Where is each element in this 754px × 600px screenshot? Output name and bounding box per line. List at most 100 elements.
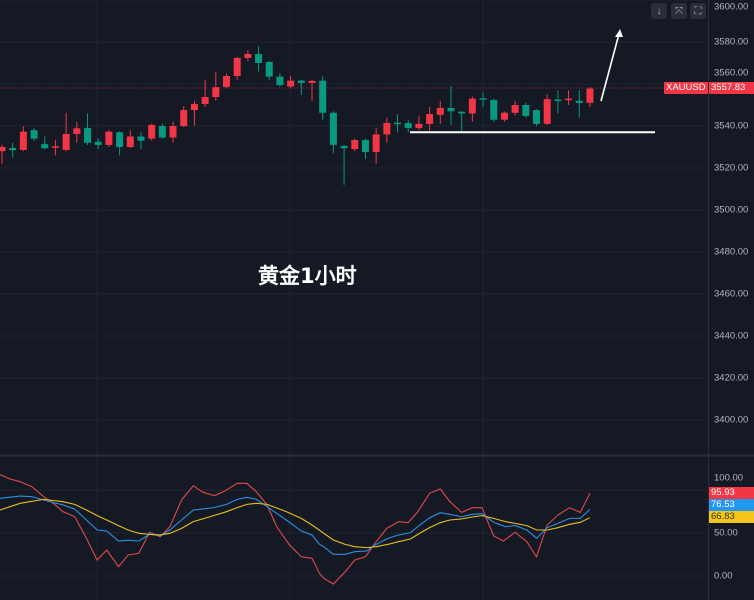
candle-body (340, 145, 348, 149)
candle (340, 144, 348, 185)
candle-body (212, 87, 220, 98)
candle-body (586, 88, 594, 103)
candle (404, 119, 412, 133)
oscillator-line-yellow (0, 498, 591, 549)
candle (287, 76, 295, 89)
candle (479, 92, 487, 108)
candle-body (30, 130, 38, 139)
candle-body (490, 99, 498, 120)
candle-body (19, 131, 27, 150)
candle (180, 106, 188, 128)
candle (372, 128, 380, 164)
candle-body (84, 128, 92, 143)
candle (426, 107, 434, 133)
price-tick-label: 3500.00 (714, 204, 749, 216)
chart-caption: 黄金1小时 (258, 264, 357, 288)
candle-body (126, 136, 134, 147)
candle (308, 79, 316, 101)
candle-body (297, 80, 305, 83)
osc-value-red: 95.93 (709, 487, 754, 499)
candle (436, 100, 444, 124)
candle-body (287, 80, 295, 87)
symbol-tag: XAUUSD (664, 82, 708, 94)
candle (586, 87, 594, 108)
candle (137, 132, 145, 150)
scroll-to-latest-button[interactable]: ↓ (651, 3, 667, 19)
candle (73, 121, 81, 143)
candle-body (361, 140, 369, 153)
candle-body (308, 80, 316, 83)
oscillator-lines (0, 474, 591, 585)
candle-body (94, 141, 102, 145)
candle (9, 142, 17, 158)
oscillator-line-blue (0, 495, 591, 555)
candle-body (9, 148, 17, 151)
candle (94, 138, 102, 150)
candle (447, 86, 455, 125)
oscillator-tick-label: 100.00 (714, 472, 744, 484)
candle (148, 123, 156, 141)
candle (158, 123, 166, 139)
candle-body (447, 107, 455, 112)
price-tick-label: 3600.00 (714, 1, 749, 13)
candle-body (244, 53, 252, 58)
price-tick-label: 3400.00 (714, 414, 749, 426)
candle-body (73, 128, 81, 134)
candle (190, 100, 198, 126)
candle-body (543, 99, 551, 124)
last-price-tag: 3557.83 (709, 82, 754, 94)
candle (415, 115, 423, 131)
price-tick-label: 3440.00 (714, 330, 749, 342)
candle-body (265, 61, 273, 77)
candle-body (458, 111, 466, 114)
candle (565, 90, 573, 105)
candle-body (479, 98, 487, 100)
candle (490, 98, 498, 122)
candle-body (169, 126, 177, 138)
candle (329, 111, 337, 154)
candle (116, 131, 124, 156)
candle-body (522, 105, 530, 116)
arrow-drawing[interactable] (600, 29, 623, 102)
candle (575, 90, 583, 118)
candle (394, 114, 402, 133)
candle-body (41, 144, 49, 149)
collapse-button[interactable]: ⤧ (671, 3, 687, 19)
candle-body (180, 110, 188, 126)
candle-body (372, 134, 380, 153)
candle (522, 102, 530, 118)
candle-body (533, 110, 540, 124)
candle-body (158, 126, 166, 138)
candle (361, 138, 369, 159)
candle-body (500, 112, 508, 120)
candle-body (511, 105, 519, 113)
candle (169, 121, 177, 143)
candle (30, 128, 38, 141)
candle (351, 138, 359, 152)
candle (458, 111, 466, 134)
candle-body (329, 112, 337, 145)
candles (0, 46, 594, 185)
candle (233, 56, 241, 80)
candle (244, 50, 252, 61)
candle (383, 117, 391, 143)
candle (222, 73, 230, 89)
candle-body (116, 132, 124, 147)
candle-body (0, 147, 6, 152)
oscillator-tick-label: 50.00 (714, 527, 738, 539)
candle-body (426, 114, 434, 124)
candle-body (554, 99, 562, 102)
fullscreen-button[interactable]: ⛶ (690, 3, 706, 19)
candle-body (276, 76, 284, 86)
candle (468, 96, 476, 122)
candle (84, 113, 92, 145)
candle-body (436, 107, 444, 115)
price-tick-label: 3560.00 (714, 67, 749, 79)
price-tick-label: 3580.00 (714, 36, 749, 48)
candle-body (201, 97, 209, 104)
candle-body (351, 140, 359, 150)
candle (201, 79, 209, 108)
candle-body (105, 131, 113, 145)
oscillator-line-red (0, 474, 591, 585)
